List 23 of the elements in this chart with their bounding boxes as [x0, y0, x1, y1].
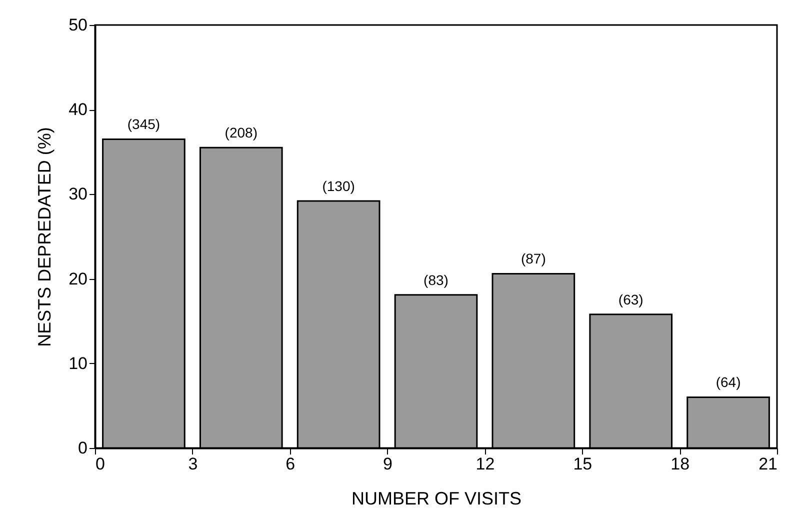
- y-axis-title: NESTS DEPREDATED (%): [34, 127, 55, 347]
- y-tick-label: 30: [68, 184, 88, 204]
- y-tick-label: 10: [68, 354, 88, 373]
- x-axis-title: NUMBER OF VISITS: [351, 488, 522, 508]
- y-tick-label: 40: [68, 100, 88, 120]
- x-tick-label: 6: [286, 454, 296, 474]
- x-tick-label: 18: [670, 454, 690, 474]
- annotation: (64): [716, 374, 741, 390]
- x-tick-label: 21: [758, 454, 778, 474]
- annotation: (208): [224, 124, 258, 141]
- y-tick-label: 0: [78, 438, 88, 458]
- y-tick-label: 20: [68, 269, 88, 288]
- x-tick-label: 3: [188, 454, 198, 474]
- annotation: (63): [618, 291, 644, 308]
- annotation: (83): [424, 272, 448, 288]
- annotation: (345): [127, 116, 160, 132]
- annotation: (130): [322, 178, 355, 194]
- y-tick-label: 50: [68, 16, 88, 34]
- x-tick-label: 15: [573, 454, 592, 474]
- x-tick-label: 9: [383, 454, 393, 474]
- annotation: (87): [520, 250, 546, 267]
- x-tick-label: 0: [96, 454, 105, 474]
- x-tick-label: 12: [476, 454, 495, 474]
